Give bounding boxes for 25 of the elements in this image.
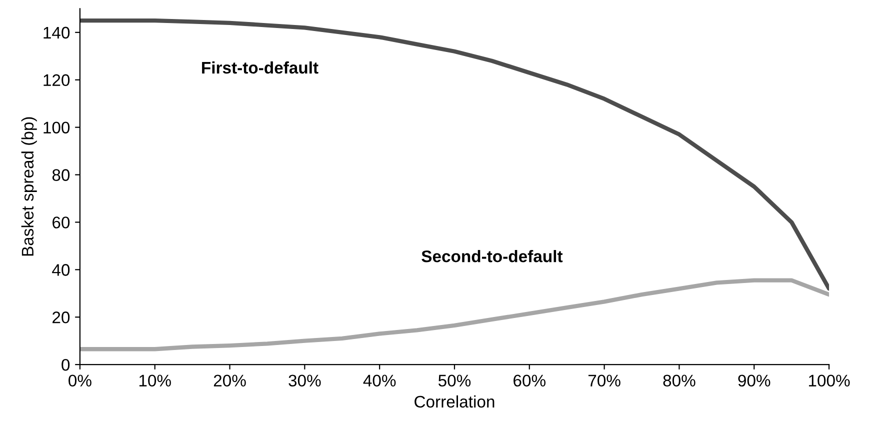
y-tick-label: 0 (62, 358, 70, 371)
y-tick-label: 60 (52, 216, 70, 228)
x-axis-title: Correlation (414, 395, 494, 408)
x-tick-label: 70% (588, 374, 620, 387)
y-tick-label: 100 (44, 122, 70, 134)
x-tick-label: 20% (214, 374, 246, 387)
x-tick-label: 100% (808, 374, 850, 387)
x-tick-label: 90% (738, 374, 770, 387)
y-tick-label: 40 (52, 264, 70, 276)
x-tick-label: 60% (514, 374, 546, 387)
x-tick-label: 10% (139, 374, 171, 387)
line-series (80, 278, 830, 352)
x-tick-label: 80% (663, 374, 696, 387)
y-tick-label: 120 (44, 74, 70, 86)
series-label: First-to-default (202, 61, 318, 74)
x-tick-label: 40% (363, 374, 396, 387)
y-tick-label: 20 (52, 312, 70, 324)
x-tick-label: 50% (438, 374, 471, 387)
x-tick-label: 0% (68, 374, 92, 387)
line-series (80, 18, 830, 291)
x-tick-label: 30% (288, 374, 321, 387)
y-tick-label: 80 (52, 169, 70, 181)
y-tick-label: 140 (44, 26, 70, 39)
y-axis-title: Basket spread (bp) (21, 117, 37, 256)
text: Second-to-default (422, 250, 563, 262)
